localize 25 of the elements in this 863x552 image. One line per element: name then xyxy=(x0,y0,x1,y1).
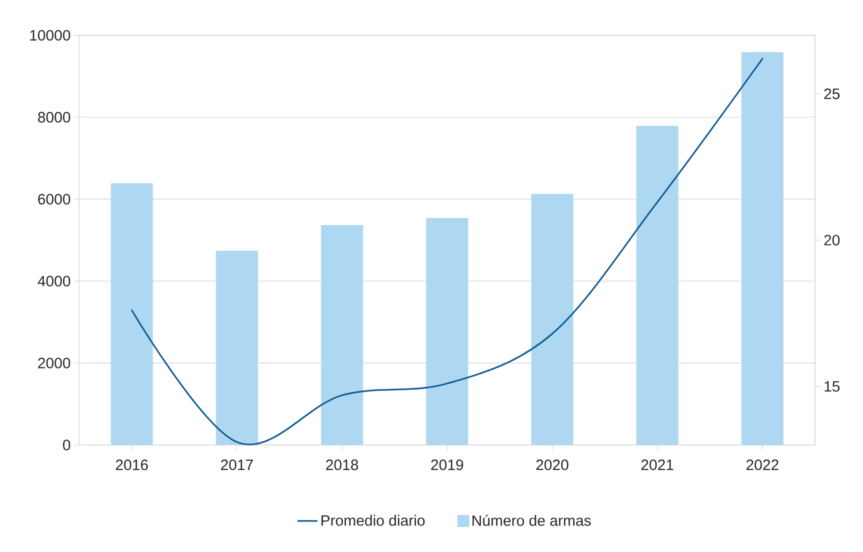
x-tick-label: 2020 xyxy=(536,460,568,470)
bar xyxy=(216,250,258,445)
y-tick-label: 2000 xyxy=(38,358,70,368)
y2-tick-label: 25 xyxy=(824,88,840,100)
bar xyxy=(321,224,364,445)
bar xyxy=(110,183,153,445)
x-tick-label: 2016 xyxy=(116,460,148,470)
x-tick-label: 2017 xyxy=(221,460,253,470)
x-tick-label: 2019 xyxy=(431,460,464,470)
y-tick-label: 10000 xyxy=(30,30,70,41)
y-tick-label: 6000 xyxy=(38,194,70,204)
y-tick-label: 8000 xyxy=(38,112,70,123)
x-tick-label: 2021 xyxy=(641,460,674,470)
bar xyxy=(426,218,468,445)
x-tick-label: 2022 xyxy=(746,460,778,470)
y2-tick-label: 15 xyxy=(824,381,840,392)
y-tick-label: 4000 xyxy=(38,276,70,286)
y2-tick-label: 20 xyxy=(824,234,840,246)
x-tick-label: 2018 xyxy=(326,460,358,470)
bar xyxy=(531,194,574,445)
y-tick-label: 0 xyxy=(63,440,70,450)
bar xyxy=(636,126,678,445)
bar xyxy=(741,52,784,445)
legend-label: Número de armas xyxy=(472,514,591,526)
legend-label: Promedio diario xyxy=(321,514,425,526)
